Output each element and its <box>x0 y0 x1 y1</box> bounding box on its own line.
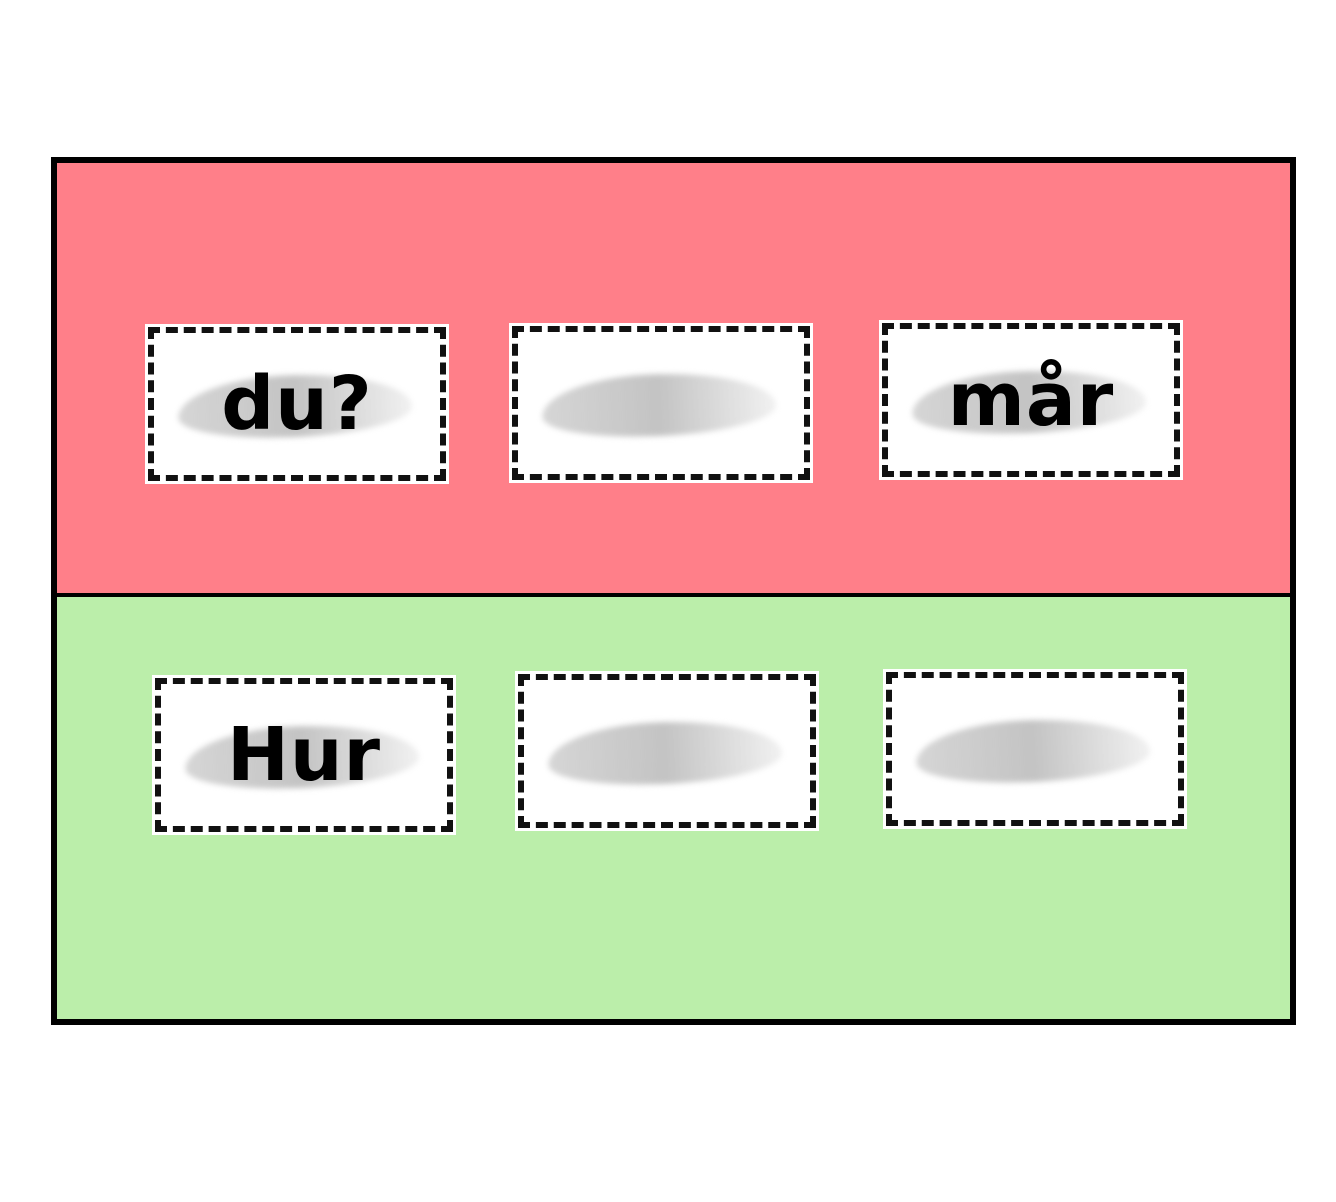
word-card[interactable] <box>515 671 819 831</box>
card-dashed-frame: Hur <box>155 678 453 832</box>
word-card[interactable] <box>509 323 813 483</box>
top-drop-zone[interactable]: du? mår <box>57 163 1290 597</box>
card-dashed-frame: mår <box>882 323 1180 477</box>
bottom-drop-zone[interactable]: Hur <box>57 597 1290 1019</box>
word-card[interactable]: Hur <box>152 675 456 835</box>
blur-smudge <box>546 715 784 791</box>
card-word: Hur <box>226 712 382 798</box>
blur-smudge <box>914 713 1152 789</box>
blur-smudge <box>540 367 778 443</box>
card-dashed-frame <box>518 674 816 828</box>
card-word: mår <box>947 357 1115 443</box>
word-card[interactable] <box>883 669 1187 829</box>
word-card[interactable]: du? <box>145 324 449 484</box>
card-dashed-frame <box>886 672 1184 826</box>
card-dashed-frame: du? <box>148 327 446 481</box>
card-word: du? <box>221 361 373 447</box>
word-card[interactable]: mår <box>879 320 1183 480</box>
sorting-board: du? mår Hur <box>51 157 1296 1025</box>
card-dashed-frame <box>512 326 810 480</box>
